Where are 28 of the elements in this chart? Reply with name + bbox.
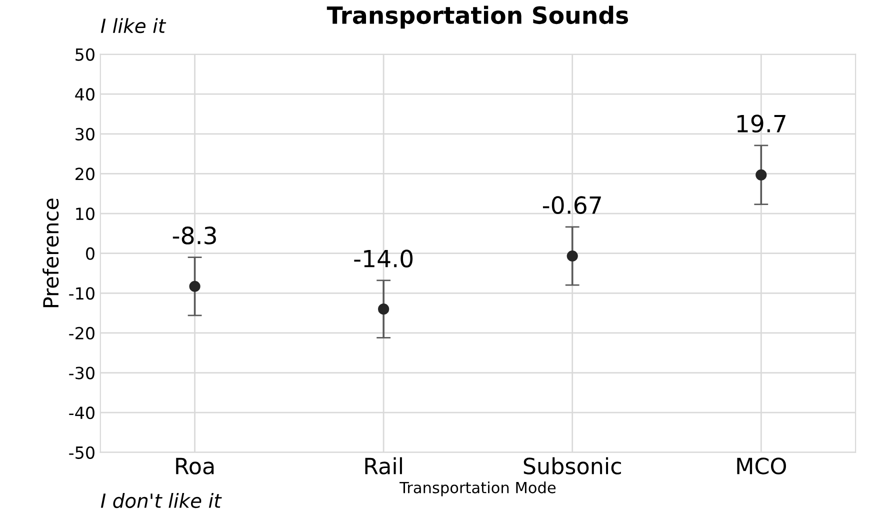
- y-tick-label: 0: [86, 247, 94, 260]
- point: [566, 250, 578, 262]
- y-tick-label: -40: [69, 406, 94, 420]
- y-tick-label: -10: [69, 287, 94, 300]
- y-tick-label: -30: [69, 366, 94, 380]
- data-label: -0.67: [542, 196, 601, 214]
- y-tick-label: 40: [75, 88, 94, 101]
- y-tick-label: 10: [76, 207, 94, 220]
- data-label: -8.3: [172, 226, 216, 244]
- y-axis-title: Preference: [42, 198, 59, 308]
- y-tick-label: 20: [76, 168, 94, 180]
- text: I like it: [100, 18, 166, 34]
- point: [378, 304, 390, 315]
- data-label: -14.0: [354, 250, 413, 268]
- x-tick-label: Roa: [176, 458, 214, 474]
- y-tick-label: 30: [76, 128, 94, 140]
- point: [756, 169, 767, 180]
- x-tick-label: MCO: [737, 458, 786, 474]
- x-axis-title: Transportation Mode: [400, 482, 556, 496]
- chart-title: Transportation Sounds: [326, 6, 628, 29]
- y-tick-label: -20: [69, 326, 94, 340]
- y-tick-label: -50: [69, 446, 94, 459]
- text: I don't like it: [100, 493, 222, 508]
- y-tick-label: 50: [76, 48, 94, 61]
- x-tick-label: Subsonic: [524, 457, 621, 474]
- point: [189, 280, 200, 292]
- x-tick-label: Rail: [365, 457, 402, 474]
- data-label: 19.7: [737, 114, 786, 133]
